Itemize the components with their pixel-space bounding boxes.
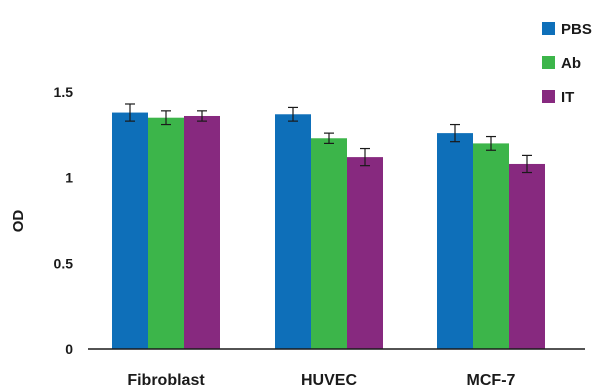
bar-it-mcf-7 — [509, 163, 545, 349]
bar-ab-huvec — [311, 138, 347, 349]
bar-ab-fibroblast — [148, 117, 184, 349]
error-bar — [161, 110, 171, 126]
error-bar — [522, 154, 532, 174]
x-tick-label: HUVEC — [301, 372, 357, 389]
bar-it-fibroblast — [184, 115, 220, 349]
y-tick-label: 0.5 — [54, 255, 74, 271]
bar-it-huvec — [347, 157, 383, 349]
legend-label: Ab — [561, 55, 581, 72]
legend-swatch — [542, 90, 555, 103]
y-axis-ticks: 0 0.5 1 1.5 — [54, 84, 74, 357]
error-bar — [125, 103, 135, 122]
x-tick-label: Fibroblast — [127, 372, 205, 389]
legend-item-pbs: PBS — [542, 21, 592, 38]
y-tick-label: 1.5 — [54, 84, 74, 100]
error-bar — [486, 135, 496, 151]
y-axis-title: OD — [10, 210, 27, 233]
legend-item-ab: Ab — [542, 55, 581, 72]
x-tick-label: MCF-7 — [467, 372, 516, 389]
legend: PBS Ab IT — [542, 21, 592, 106]
bar-pbs-mcf-7 — [437, 133, 473, 349]
error-bar — [450, 123, 460, 143]
bar-pbs-fibroblast — [112, 112, 148, 349]
error-bar — [288, 106, 298, 122]
legend-swatch — [542, 56, 555, 69]
legend-label: PBS — [561, 21, 592, 38]
legend-swatch — [542, 22, 555, 35]
y-tick-label: 1 — [65, 170, 73, 186]
legend-label: IT — [561, 89, 574, 106]
legend-item-it: IT — [542, 89, 574, 106]
y-tick-label: 0 — [65, 341, 73, 357]
bar-ab-mcf-7 — [473, 143, 509, 349]
error-bars — [125, 103, 532, 174]
error-bar — [197, 110, 207, 122]
bar-pbs-huvec — [275, 114, 311, 349]
x-axis-categories: Fibroblast HUVEC MCF-7 — [127, 372, 515, 389]
error-bar — [324, 132, 334, 144]
error-bar — [360, 147, 370, 167]
bars — [112, 112, 545, 349]
